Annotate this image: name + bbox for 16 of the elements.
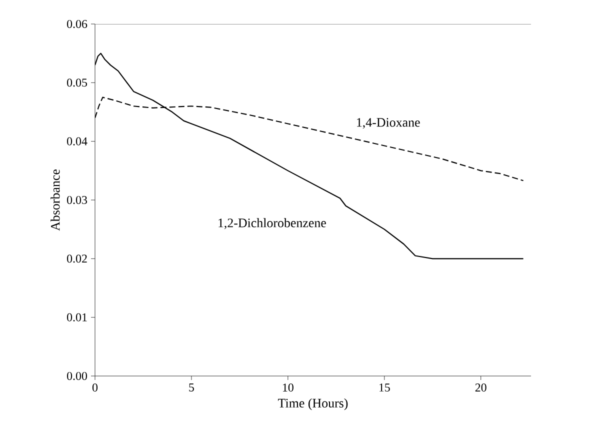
y-tick-label: 0.02 [67, 254, 87, 263]
x-tick-label: 20 [475, 384, 486, 392]
x-tick-label: 5 [189, 384, 194, 392]
y-tick-label: 0.00 [67, 372, 88, 380]
y-tick-label: 0.05 [67, 78, 88, 87]
y-tick-label: 0.06 [67, 20, 88, 28]
x-tick-label: 10 [282, 384, 294, 392]
series-label: 1,4-Dioxane [357, 118, 420, 129]
y-axis-title: Absorbance [50, 170, 60, 231]
x-tick-label: 15 [379, 384, 390, 392]
series-label: 1,2-Dichlorobenzene [218, 218, 326, 230]
y-tick-label: 0.03 [67, 196, 88, 204]
x-axis-title: Time (Hours) [278, 398, 348, 410]
y-tick-label: 0.04 [67, 137, 88, 146]
y-tick-label: 0.01 [67, 313, 87, 322]
x-tick-label: 0 [92, 384, 98, 392]
